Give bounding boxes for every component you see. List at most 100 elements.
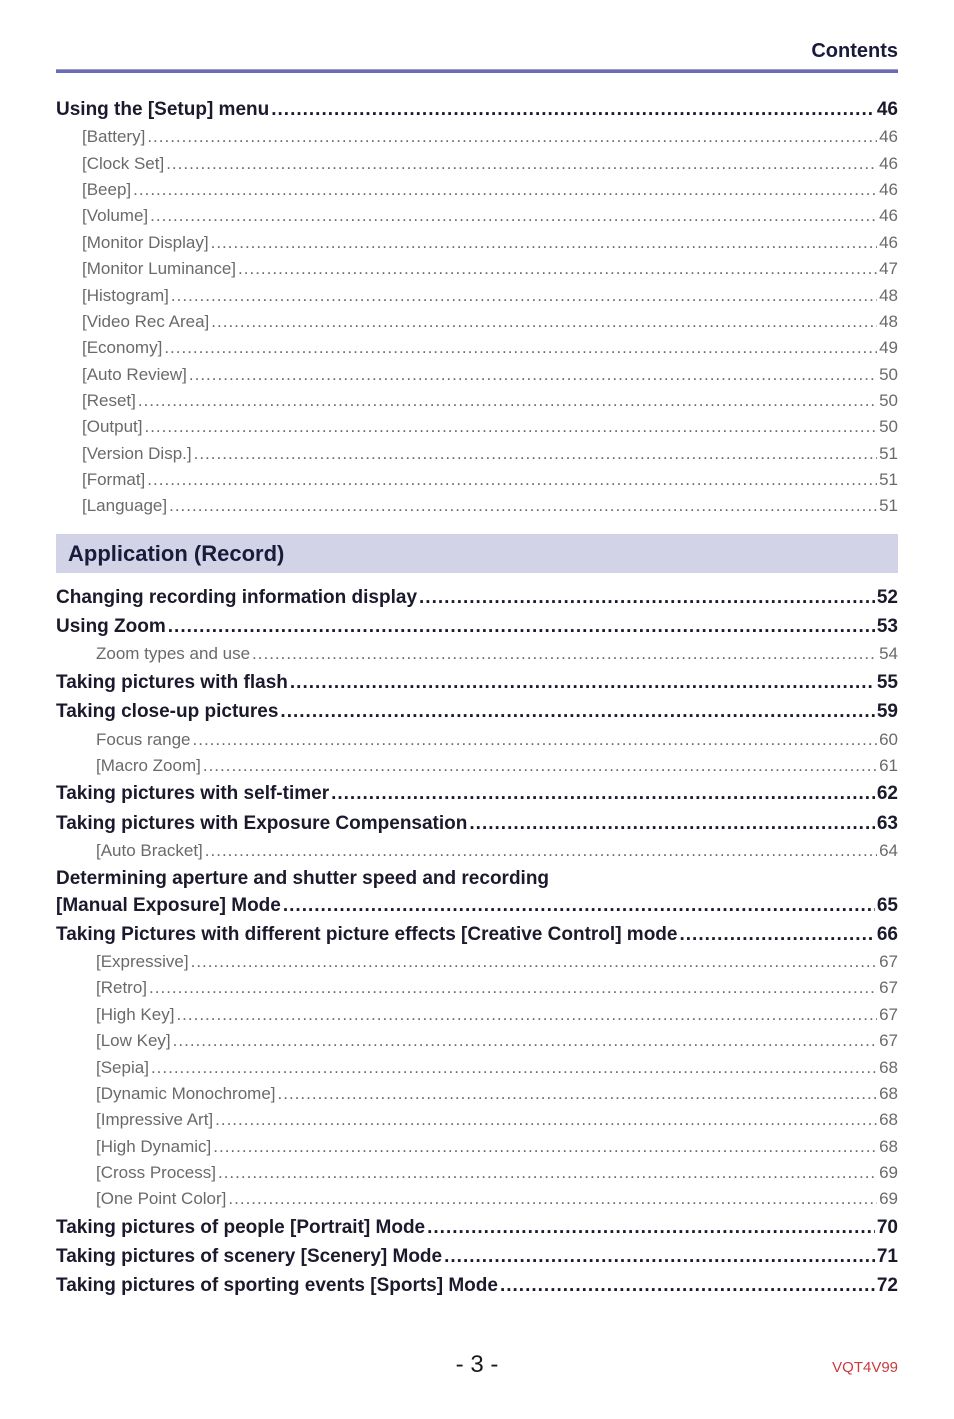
toc-row[interactable]: [High Key]67 [56,1002,898,1028]
toc-heading-multiline[interactable]: Determining aperture and shutter speed a… [56,865,898,920]
toc-row[interactable]: Using Zoom53 [56,612,898,641]
toc-page: 67 [879,949,898,975]
contents-label: Contents [811,40,898,62]
toc-row[interactable]: [Format]51 [56,467,898,493]
toc-page: 61 [879,753,898,779]
toc-dots [278,1081,878,1107]
toc-row[interactable]: [Dynamic Monochrome]68 [56,1081,898,1107]
toc-page: 60 [879,727,898,753]
toc-list-b: Taking Pictures with different picture e… [56,920,898,1301]
header-rule [56,69,898,73]
toc-row[interactable]: [Monitor Luminance]47 [56,256,898,282]
toc-row[interactable]: Taking pictures with Exposure Compensati… [56,809,898,838]
toc-row[interactable]: [Monitor Display] 46 [56,230,898,256]
toc-row[interactable]: Zoom types and use54 [56,641,898,667]
toc-row[interactable]: [Video Rec Area] 48 [56,309,898,335]
toc-title: Taking pictures with Exposure Compensati… [56,809,467,838]
toc-page: 46 [879,230,898,256]
toc-row[interactable]: Taking pictures of scenery [Scenery] Mod… [56,1242,898,1271]
toc-row[interactable]: [Auto Bracket] 64 [56,838,898,864]
toc-title: [Auto Bracket] [96,838,203,864]
page-footer: - 3 - VQT4V99 [56,1301,898,1379]
toc-title: [Retro] [96,975,147,1001]
toc-row[interactable]: [Macro Zoom]61 [56,753,898,779]
toc-page: 67 [879,975,898,1001]
toc-title: [Beep] [82,177,131,203]
toc-heading[interactable]: Using the [Setup] menu 46 [56,95,898,124]
toc-row[interactable]: Taking Pictures with different picture e… [56,920,898,949]
toc-row[interactable]: Taking pictures of sporting events [Spor… [56,1271,898,1300]
toc-dots [283,892,875,920]
toc-dots [144,414,877,440]
toc-row[interactable]: [Sepia]68 [56,1055,898,1081]
toc-title: [Output] [82,414,142,440]
toc-title: [Reset] [82,388,136,414]
toc-dots [280,697,874,726]
toc-title: [Version Disp.] [82,441,192,467]
page-header: Contents [56,40,898,63]
toc-title: [Battery] [82,124,145,150]
toc-row[interactable]: [One Point Color]69 [56,1186,898,1212]
toc-row[interactable]: [Expressive]67 [56,949,898,975]
toc-dots [189,362,877,388]
toc-row[interactable]: [High Dynamic]68 [56,1134,898,1160]
toc-row[interactable]: Focus range 60 [56,727,898,753]
toc-title: [Monitor Luminance] [82,256,236,282]
toc-page: 53 [877,612,898,641]
toc-dots [191,949,877,975]
toc-row[interactable]: Taking pictures of people [Portrait] Mod… [56,1213,898,1242]
toc-row[interactable]: [Economy]49 [56,335,898,361]
toc-row[interactable]: [Cross Process]69 [56,1160,898,1186]
toc-title: Taking pictures of sporting events [Spor… [56,1271,498,1300]
toc-title: [Clock Set] [82,151,164,177]
toc-row[interactable]: Taking pictures with self-timer62 [56,779,898,808]
toc-page: 46 [879,203,898,229]
toc-row[interactable]: [Reset]50 [56,388,898,414]
toc-page: 62 [877,779,898,808]
toc-page: 70 [877,1213,898,1242]
toc-row[interactable]: Taking pictures with flash55 [56,668,898,697]
toc-dots [193,727,878,753]
toc-title: Zoom types and use [96,641,250,667]
toc-row[interactable]: [Auto Review]50 [56,362,898,388]
toc-title: [Video Rec Area] [82,309,209,335]
toc-title: [Monitor Display] [82,230,209,256]
toc-dots [166,151,877,177]
toc-page: 46 [879,124,898,150]
toc-page: 64 [879,838,898,864]
toc-title: Taking pictures of people [Portrait] Mod… [56,1213,425,1242]
toc-page: 48 [879,309,898,335]
toc-page: 72 [877,1271,898,1300]
toc-dots [213,1134,877,1160]
toc-title: Using the [Setup] menu [56,95,269,124]
toc-page: 50 [879,414,898,440]
toc-row[interactable]: Changing recording information display52 [56,583,898,612]
toc-title: Taking pictures with flash [56,668,288,697]
toc-page: 51 [879,441,898,467]
toc-row[interactable]: [Version Disp.] 51 [56,441,898,467]
toc-page: 68 [879,1107,898,1133]
toc-dots [149,975,877,1001]
toc-row[interactable]: [Impressive Art] 68 [56,1107,898,1133]
toc-page: 50 [879,362,898,388]
toc-row[interactable]: [Clock Set]46 [56,151,898,177]
toc-dots [469,809,874,838]
toc-page: 51 [879,467,898,493]
toc-dots [205,838,877,864]
toc-row[interactable]: [Low Key]67 [56,1028,898,1054]
toc-dots [150,203,877,229]
toc-title: [Impressive Art] [96,1107,213,1133]
toc-title: Changing recording information display [56,583,417,612]
toc-row[interactable]: [Retro] 67 [56,975,898,1001]
toc-row[interactable]: [Volume]46 [56,203,898,229]
toc-page: 68 [879,1055,898,1081]
toc-row[interactable]: Taking close-up pictures59 [56,697,898,726]
toc-title: Focus range [96,727,191,753]
toc-row[interactable]: [Beep]46 [56,177,898,203]
toc-dots [252,641,877,667]
toc-row[interactable]: [Battery] 46 [56,124,898,150]
toc-row[interactable]: [Language]51 [56,493,898,519]
toc-row[interactable]: [Output] 50 [56,414,898,440]
toc-page: 71 [877,1242,898,1271]
toc-row[interactable]: [Histogram]48 [56,283,898,309]
